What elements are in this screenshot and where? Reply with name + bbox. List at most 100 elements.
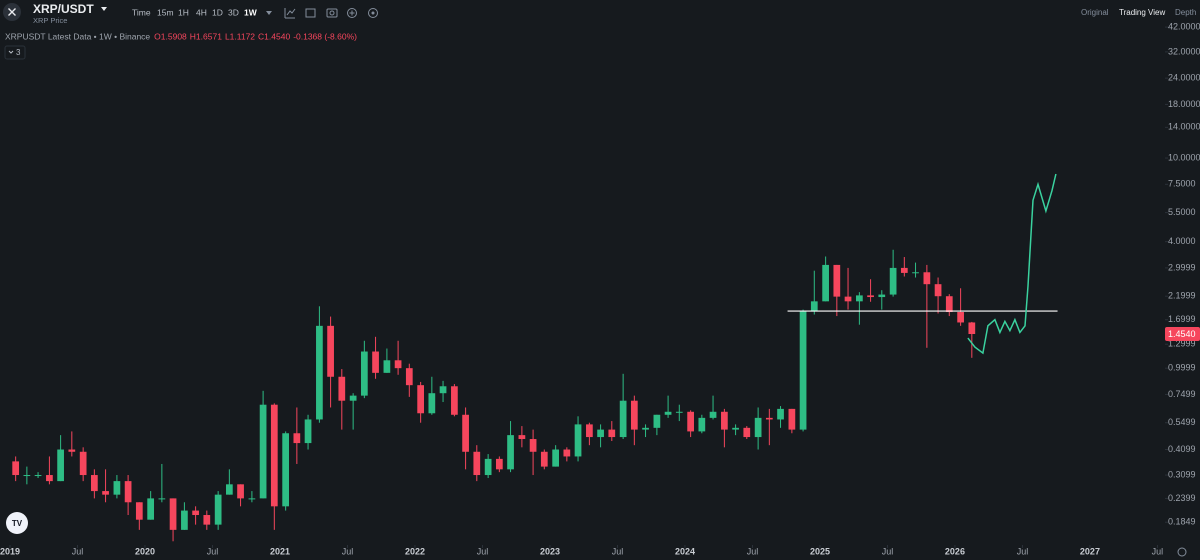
y-tick-label: 0.7499 <box>1168 389 1196 399</box>
indicator-icon[interactable] <box>284 8 296 19</box>
close-icon <box>8 8 16 16</box>
x-tick-label: Jul <box>72 546 84 556</box>
axes: 42.0000 32.0000 24.0000 18.0000 14.0000 10.00… <box>0 21 1200 556</box>
x-tick-label: Jul <box>1152 546 1164 556</box>
y-tick-label: 0.3099 <box>1168 469 1196 479</box>
candle-body <box>102 491 109 495</box>
view-tab[interactable]: Trading View <box>1119 8 1165 17</box>
x-tick-label: 2019 <box>0 546 20 556</box>
settings-icon[interactable] <box>368 8 378 18</box>
y-tick-label: 14.0000 <box>1168 122 1200 132</box>
timeframe-button[interactable]: 1W <box>244 7 258 17</box>
candle-body <box>968 322 976 335</box>
y-tick-label: 1.6999 <box>1168 314 1196 324</box>
candle-body <box>394 360 402 369</box>
x-tick-label: 2027 <box>1080 546 1100 556</box>
x-tick-label: Jul <box>477 546 489 556</box>
candle-body <box>552 449 559 467</box>
candle-body <box>23 475 31 477</box>
candle-body <box>237 484 244 499</box>
candle-body <box>316 325 323 420</box>
indicator-toggle[interactable] <box>4 45 26 60</box>
y-tick-label: 0.2399 <box>1168 493 1196 503</box>
projection-line <box>967 173 1057 355</box>
y-tick-label: 1.2999 <box>1168 339 1196 349</box>
candle-body <box>495 458 503 470</box>
candle-body <box>664 411 672 415</box>
candle-body <box>360 351 368 396</box>
candle-body <box>833 264 841 297</box>
axis-settings-icon[interactable] <box>1177 547 1187 557</box>
candle-body <box>540 451 548 467</box>
indicator-chevron <box>8 50 14 54</box>
add-plus <box>349 10 355 16</box>
candle-body <box>135 502 143 520</box>
timeframe-button[interactable]: 4H <box>196 7 207 17</box>
x-tick-label: Jul <box>612 546 624 556</box>
candle-body <box>12 461 20 476</box>
y-tick-label: 2.1999 <box>1168 291 1196 301</box>
settings-dot <box>371 11 375 15</box>
candle-body <box>945 296 953 313</box>
candle-body <box>417 385 425 414</box>
x-tick-label: 2021 <box>270 546 290 556</box>
layout-icon[interactable] <box>305 8 316 18</box>
candle-body <box>158 498 166 500</box>
x-tick-label: Jul <box>1017 546 1029 556</box>
candle-body <box>867 295 874 298</box>
candle-body <box>462 414 469 452</box>
x-tick-label: 2022 <box>405 546 425 556</box>
timeframe-button[interactable]: 15m <box>157 7 174 17</box>
candle-body <box>473 451 481 476</box>
legend-ohlc: H1.6571 <box>190 31 222 41</box>
x-tick-label: 2023 <box>540 546 560 556</box>
y-tick-label: 0.4099 <box>1168 444 1196 454</box>
candle-body <box>721 411 728 430</box>
candle-body <box>675 411 683 413</box>
candle-body <box>912 272 919 274</box>
candle-body <box>777 408 784 420</box>
x-tick-label: Jul <box>207 546 219 556</box>
candle-body <box>799 311 807 430</box>
y-tick-label: 32.0000 <box>1168 46 1200 56</box>
timeframe-button[interactable]: 1H <box>178 7 189 17</box>
symbol-dropdown[interactable] <box>101 7 107 11</box>
candle-body <box>248 498 256 500</box>
last-price-label: 1.4540 <box>1168 329 1196 339</box>
symbol-title[interactable]: XRP/USDT <box>33 2 94 16</box>
candle-body <box>810 301 818 312</box>
timeframe-button[interactable]: 1D <box>212 7 223 17</box>
candle-body <box>822 264 829 302</box>
x-tick-label: 2025 <box>810 546 830 556</box>
timeframe-dropdown[interactable] <box>266 11 272 15</box>
y-tick-label: 5.5000 <box>1168 207 1196 217</box>
candle-body <box>597 429 604 438</box>
candle-body <box>293 433 301 444</box>
candle-body <box>957 312 964 323</box>
view-tab[interactable]: Depth <box>1175 8 1196 17</box>
candle-body <box>439 386 447 394</box>
candle-body <box>428 393 436 414</box>
indicator-count: 3 <box>16 48 21 57</box>
candle-body <box>653 414 661 428</box>
candle-body <box>169 498 177 530</box>
candle-body <box>181 510 188 530</box>
timeframe-button[interactable]: Time <box>132 7 151 17</box>
candle-body <box>484 458 492 476</box>
candle-body <box>574 424 582 457</box>
candle-body <box>529 439 537 452</box>
candle-body <box>934 284 942 297</box>
view-tab[interactable]: Original <box>1081 8 1109 17</box>
candle-body <box>743 427 751 438</box>
symbol-subtitle: XRP Price <box>33 16 67 25</box>
add-icon[interactable] <box>347 8 357 18</box>
candle-body <box>327 325 334 377</box>
last-price-tag <box>1165 327 1200 342</box>
candle-body <box>405 368 413 386</box>
candle-body <box>586 424 593 438</box>
screenshot-icon[interactable] <box>326 8 338 18</box>
tradingview-logo[interactable] <box>6 512 28 534</box>
timeframe-button[interactable]: 3D <box>228 7 239 17</box>
x-tick-label: Jul <box>342 546 354 556</box>
